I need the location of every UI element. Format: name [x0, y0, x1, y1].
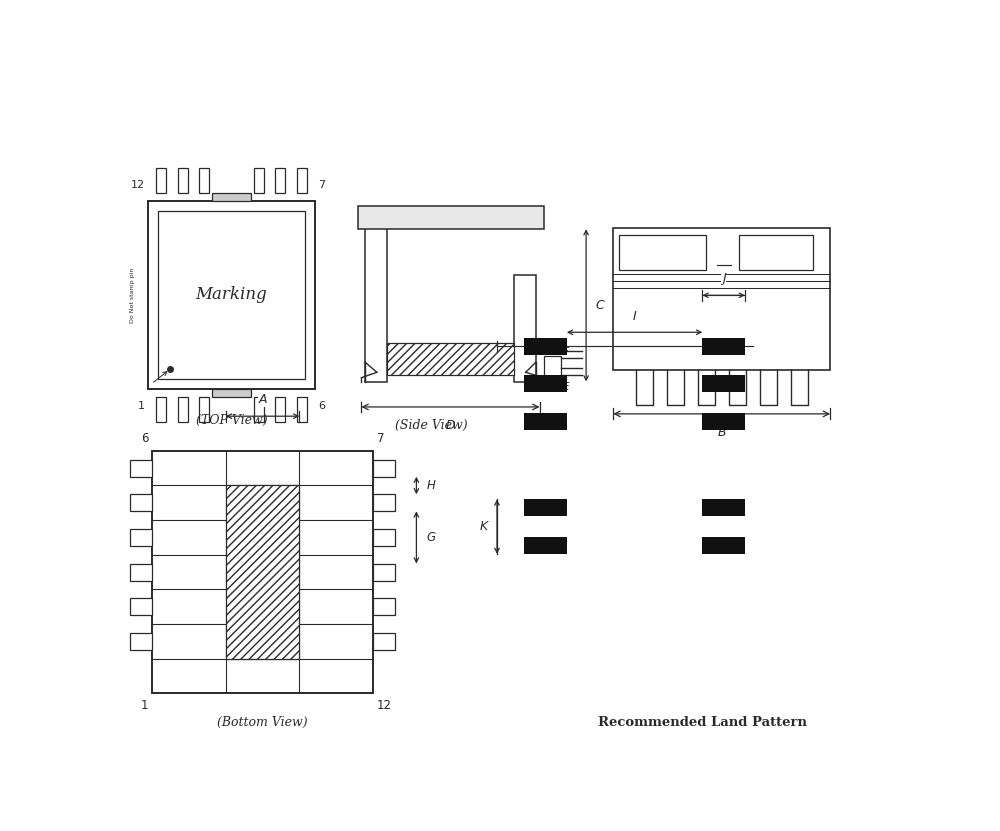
Bar	[254, 168, 264, 193]
Text: H: H	[426, 479, 435, 492]
Bar	[212, 193, 251, 200]
Bar	[130, 633, 152, 650]
Bar	[156, 168, 166, 193]
Text: F: F	[563, 347, 569, 357]
Text: 7: 7	[377, 432, 384, 445]
Bar	[739, 235, 813, 270]
Bar	[514, 275, 536, 381]
Bar	[199, 168, 209, 193]
Text: 1: 1	[138, 401, 145, 411]
Bar	[130, 598, 152, 615]
Text: 12: 12	[377, 699, 392, 712]
Bar	[702, 376, 745, 392]
Bar	[373, 494, 395, 511]
Bar	[275, 168, 285, 193]
Text: I: I	[633, 310, 636, 323]
Bar	[373, 598, 395, 615]
Bar	[152, 451, 373, 693]
Bar	[358, 206, 544, 229]
Bar	[130, 529, 152, 546]
Bar	[199, 397, 209, 421]
Text: B: B	[717, 426, 726, 440]
Bar	[702, 499, 745, 516]
Text: Do Not stamp pin: Do Not stamp pin	[130, 268, 135, 322]
Bar	[275, 397, 285, 421]
Text: C: C	[595, 299, 604, 312]
Bar	[702, 337, 745, 355]
Bar	[524, 337, 567, 355]
Bar	[524, 376, 567, 392]
Text: Marking: Marking	[196, 287, 267, 303]
Bar	[524, 413, 567, 430]
Bar	[524, 537, 567, 554]
Bar	[130, 494, 152, 511]
Bar	[702, 537, 745, 554]
Bar	[373, 563, 395, 581]
Bar	[254, 397, 264, 421]
Bar	[130, 563, 152, 581]
Text: J: J	[722, 273, 726, 285]
Text: E: E	[563, 382, 569, 392]
Bar	[178, 168, 188, 193]
Text: 6: 6	[318, 401, 325, 411]
Bar	[178, 397, 188, 421]
Text: 6: 6	[141, 432, 148, 445]
Bar	[619, 235, 706, 270]
Text: (Side View): (Side View)	[395, 419, 467, 432]
Text: 7: 7	[318, 180, 325, 190]
Text: (TOP View): (TOP View)	[196, 414, 267, 426]
Bar	[158, 210, 305, 379]
Text: 12: 12	[131, 180, 145, 190]
Bar	[702, 413, 745, 430]
Bar	[524, 499, 567, 516]
Bar	[373, 529, 395, 546]
Bar	[148, 200, 315, 389]
Bar	[297, 168, 307, 193]
Text: (Bottom View): (Bottom View)	[217, 716, 308, 729]
Text: Recommended Land Pattern: Recommended Land Pattern	[598, 716, 807, 729]
Bar	[613, 228, 830, 370]
Bar	[387, 343, 514, 376]
Bar	[130, 460, 152, 477]
Bar	[212, 389, 251, 397]
Bar	[297, 397, 307, 421]
Text: 1: 1	[141, 699, 148, 712]
Bar	[365, 221, 387, 381]
Bar	[544, 356, 561, 378]
Text: D: D	[446, 420, 455, 432]
Text: G: G	[426, 531, 436, 544]
Bar	[373, 633, 395, 650]
Bar	[226, 485, 299, 659]
Bar	[156, 397, 166, 421]
Text: K: K	[479, 520, 488, 534]
Text: A: A	[258, 393, 267, 406]
Bar	[373, 460, 395, 477]
